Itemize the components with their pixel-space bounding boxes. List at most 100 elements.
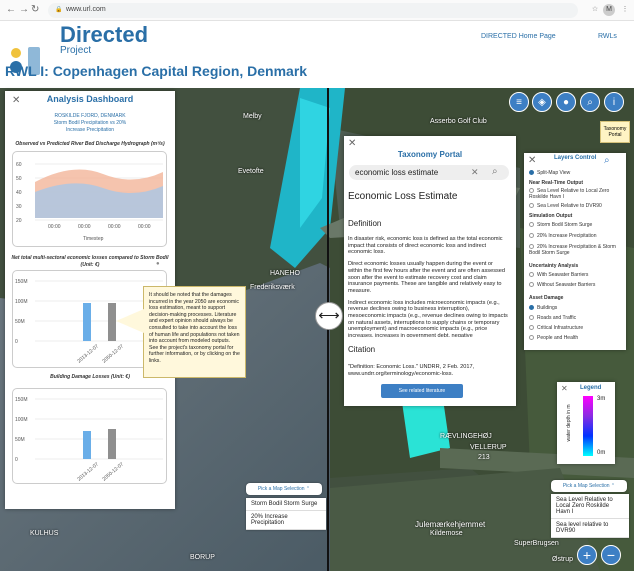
loss-tooltip: It should be noted that the damages incu…: [116, 286, 246, 378]
right-selection-header[interactable]: Pick a Map Selection ⌃: [551, 480, 627, 492]
layer-a1[interactable]: Buildings: [529, 305, 624, 311]
clear-icon[interactable]: ✕: [471, 167, 479, 177]
radio-icon: [529, 244, 534, 249]
y-tick-label: 0: [15, 457, 18, 463]
economic-loss-plot: 150M 100M 50M 0 2013-12-07 2050-12-07: [15, 279, 163, 365]
definition-p3: Indirect economic loss includes microeco…: [348, 299, 508, 337]
close-icon[interactable]: ✕: [348, 138, 357, 149]
group-asset: Asset Damage: [529, 295, 564, 301]
x-tick-label: 2050-12-07: [101, 343, 125, 364]
x-tick-label: 2050-12-07: [101, 461, 125, 482]
radio-icon: [529, 233, 534, 238]
right-selection-list: Sea Level Relative to Local Zero Roskild…: [551, 494, 629, 538]
x-axis-label: Timestep: [83, 236, 104, 242]
analysis-title: Analysis Dashboard: [46, 94, 134, 104]
radio-icon: [529, 272, 534, 277]
map-label-borup: BORUP: [190, 554, 215, 561]
site-header: [0, 21, 634, 75]
zoom-out-button[interactable]: −: [601, 545, 621, 565]
close-icon[interactable]: ✕: [528, 155, 537, 166]
legend-title: Legend: [580, 385, 602, 391]
list-icon[interactable]: ≡: [509, 92, 529, 112]
definition-p1: In disaster risk, economic loss is defin…: [348, 236, 503, 256]
layer-sim3[interactable]: 20% Increase Precipitation & Storm Bodil…: [529, 244, 616, 256]
layers-control: ✕ Layers Control ⌕ Split-Map View Near R…: [524, 153, 626, 350]
legend-axis: water depth in m: [566, 404, 572, 442]
citation-label: Citation: [348, 345, 376, 354]
citation-text: "Definition: Economic Loss." UNDRR, 2 Fe…: [348, 364, 475, 377]
search-icon[interactable]: ⌕: [580, 92, 600, 112]
y-tick-label: 20: [16, 218, 22, 224]
layers-icon[interactable]: ◈: [532, 92, 552, 112]
y-tick-label: 150M: [15, 397, 28, 403]
definition-text[interactable]: In disaster risk, economic loss is defin…: [348, 236, 508, 337]
close-icon[interactable]: ✕: [12, 95, 21, 106]
info-icon[interactable]: ●: [156, 261, 160, 267]
left-selection-item[interactable]: 20% Increase Precipitation: [246, 511, 326, 530]
close-icon[interactable]: ✕: [561, 384, 568, 393]
y-tick-label: 50M: [15, 437, 25, 443]
back-icon[interactable]: ←: [6, 4, 16, 15]
chart3-title: Building Damage Losses (Unit: €): [50, 374, 130, 380]
right-selection-item[interactable]: Sea level relative to DVR90: [551, 519, 629, 538]
bar: [83, 431, 91, 459]
map-label-melby: Melby: [243, 113, 262, 120]
building-loss-plot: 150M 100M 50M 0 2013-12-07 2050-12-07: [15, 397, 163, 483]
taxonomy-portal: ✕ Taxonomy Portal economic loss estimate…: [344, 136, 516, 406]
menu-icon[interactable]: ⋮: [621, 6, 629, 13]
reload-icon[interactable]: ↻: [31, 4, 40, 15]
y-tick-label: 50: [16, 176, 22, 182]
layer-unc1[interactable]: With Seawater Barriers: [529, 272, 624, 278]
avatar[interactable]: M: [603, 4, 615, 16]
term-heading: Economic Loss Estimate: [348, 191, 458, 202]
layer-split[interactable]: Split-Map View: [529, 170, 624, 176]
taxonomy-title: Taxonomy Portal: [397, 150, 463, 159]
map-label-jule: Julemærkehjemmet: [415, 520, 486, 529]
split-handle[interactable]: ⟷: [315, 302, 343, 330]
left-selection-list: Storm Bodil Storm Surge 20% Increase Pre…: [246, 498, 326, 530]
right-selection-item[interactable]: Sea Level Relative to Local Zero Roskild…: [551, 494, 629, 519]
left-selection-header[interactable]: Pick a Map Selection ⌃: [246, 483, 322, 495]
zoom-in-button[interactable]: +: [577, 545, 597, 565]
y-tick-label: 50M: [15, 319, 25, 325]
y-tick-label: 40: [16, 190, 22, 196]
hydrograph-plot: 60 50 40 30 20 00:00 00:00 00:00 00:00 Timestep: [16, 162, 163, 242]
bar: [108, 429, 116, 459]
map-label-road: 213: [478, 454, 490, 461]
lock-icon: 🔒: [55, 7, 63, 13]
map-label-super: SuperBrugsen: [514, 540, 559, 547]
analysis-subtitle-2: Storm Bodil Precipitation vs 20%: [53, 120, 127, 126]
address-bar[interactable]: 🔒 www.url.com: [48, 3, 578, 18]
search-icon[interactable]: ⌕: [492, 166, 498, 177]
legend-bottom: 0m: [597, 450, 606, 456]
layer-unc2[interactable]: Without Seawater Barriers: [529, 282, 624, 288]
home-link[interactable]: DIRECTED Home Page: [481, 33, 556, 40]
layer-sim1[interactable]: Storm Bodil Storm Surge: [529, 222, 624, 228]
star-icon[interactable]: ☆: [591, 6, 599, 13]
radio-icon: [529, 335, 534, 340]
hydrograph-chart: 60 50 40 30 20 00:00 00:00 00:00 00:00 Timestep: [12, 151, 167, 247]
layer-a3[interactable]: Critical Infrastructure: [529, 325, 624, 331]
y-tick-label: 30: [16, 204, 22, 210]
brand-title[interactable]: Directed: [60, 22, 149, 47]
rwls-link[interactable]: RWLs: [598, 33, 617, 40]
info-icon[interactable]: i: [604, 92, 624, 112]
page-title: RWL I: Copenhagen Capital Region, Denmar…: [5, 63, 308, 79]
location-icon[interactable]: ●: [556, 92, 576, 112]
search-icon[interactable]: ⌕: [604, 155, 610, 166]
forward-icon[interactable]: →: [19, 4, 29, 15]
layer-a4[interactable]: People and Health: [529, 335, 624, 341]
directed-logo-icon: [10, 47, 40, 75]
layer-sim2[interactable]: 20% Increase Precipitation: [529, 233, 624, 239]
layer-a2[interactable]: Roads and Traffic: [529, 315, 624, 321]
related-literature-button[interactable]: See related literature: [381, 384, 463, 398]
legend-top: 3m: [597, 396, 606, 402]
left-selection-item[interactable]: Storm Bodil Storm Surge: [246, 498, 326, 511]
definition-label: Definition: [348, 219, 382, 228]
y-tick-label: 60: [16, 162, 22, 168]
layer-nrt1[interactable]: Sea Level Relative to Local Zero Roskild…: [529, 188, 610, 200]
map-label-frederiksvaerk: Frederiksværk: [250, 284, 295, 291]
layer-nrt2[interactable]: Sea Level Relative to DVR90: [529, 203, 624, 209]
taxonomy-search-input[interactable]: economic loss estimate ✕ ⌕: [349, 165, 509, 180]
